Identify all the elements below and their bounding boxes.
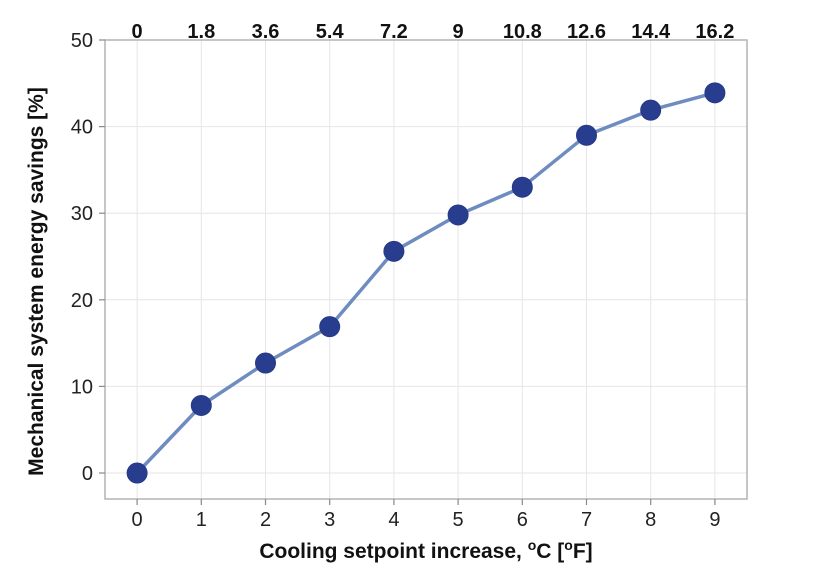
data-point xyxy=(255,352,276,374)
y-tick-label: 50 xyxy=(71,30,93,52)
data-point xyxy=(447,204,469,226)
secondary-x-tick-label: 0 xyxy=(132,21,143,43)
x-tick-label: 5 xyxy=(453,509,464,531)
y-tick-label: 40 xyxy=(71,117,93,139)
x-tick-label: 6 xyxy=(517,509,528,531)
data-point xyxy=(319,316,341,338)
secondary-x-axis: 0 1.8 3.6 5.4 7.2 9 10.8 12.6 14.4 16.2 xyxy=(132,21,735,43)
x-tick-label: 2 xyxy=(260,509,271,531)
data-point xyxy=(126,462,148,484)
y-tick-label: 0 xyxy=(82,463,93,485)
secondary-x-tick-label: 16.2 xyxy=(695,21,734,43)
x-axis-title: Cooling setpoint increase, oC [oF] xyxy=(259,537,592,563)
secondary-x-tick-label: 3.6 xyxy=(252,21,280,43)
data-point xyxy=(640,99,662,121)
secondary-x-tick-label: 12.6 xyxy=(567,21,606,43)
x-tick-label: 4 xyxy=(388,509,399,531)
secondary-x-tick-label: 9 xyxy=(453,21,464,43)
data-point xyxy=(511,176,533,198)
secondary-x-tick-label: 7.2 xyxy=(380,21,408,43)
x-tick-label: 3 xyxy=(324,509,335,531)
series-line xyxy=(135,91,716,475)
data-point xyxy=(576,124,597,146)
data-point xyxy=(190,394,212,416)
y-tick-label: 10 xyxy=(71,376,93,398)
y-tick-label: 20 xyxy=(71,290,93,312)
x-tick-label: 8 xyxy=(645,509,656,531)
plot-panel-border xyxy=(104,39,748,500)
x-tick-label: 7 xyxy=(581,509,592,531)
secondary-x-tick-label: 10.8 xyxy=(503,21,542,43)
series-points xyxy=(126,82,726,484)
x-axis: 0 1 2 3 4 5 6 7 8 9 xyxy=(132,499,720,531)
data-point xyxy=(383,240,405,262)
secondary-x-tick-label: 14.4 xyxy=(631,21,671,43)
secondary-x-tick-label: 1.8 xyxy=(187,21,215,43)
y-axis: 0 10 20 30 40 50 xyxy=(71,30,105,485)
x-tick-label: 0 xyxy=(132,509,143,531)
data-point xyxy=(704,82,726,104)
x-tick-label: 9 xyxy=(709,509,720,531)
secondary-x-tick-label: 5.4 xyxy=(316,21,345,43)
y-tick-label: 30 xyxy=(71,203,93,225)
x-tick-label: 1 xyxy=(196,509,207,531)
y-axis-title: Mechanical system energy savings [%] xyxy=(25,87,48,476)
